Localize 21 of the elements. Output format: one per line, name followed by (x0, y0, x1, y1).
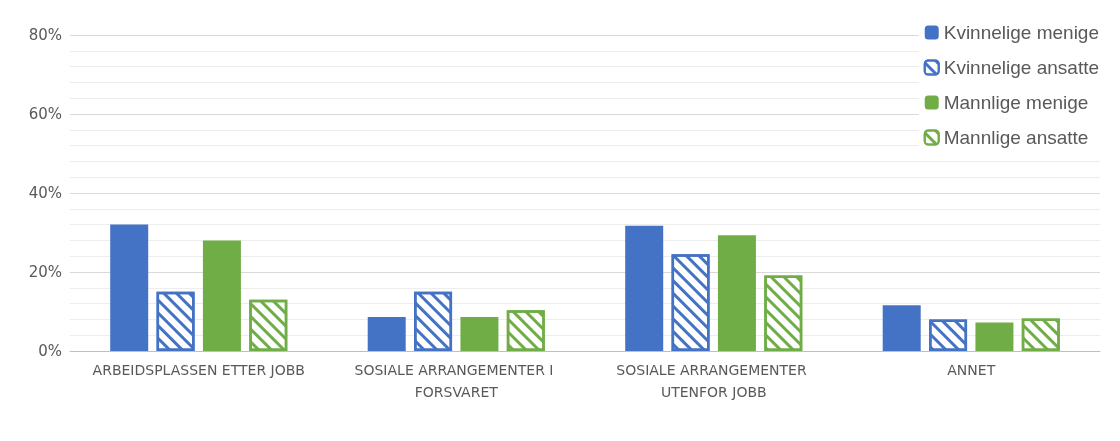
x-tick-label: ANNET (947, 362, 996, 378)
y-tick-label: 40% (28, 184, 62, 202)
bar (367, 317, 406, 351)
x-tick-label: SOSIALE ARRANGEMENTER UTENFOR JOBB (616, 362, 812, 400)
legend-label: Mannlige ansatte (943, 127, 1089, 148)
y-tick-label: 20% (28, 263, 62, 281)
legend-label: Kvinnelige menige (943, 22, 1099, 43)
x-tick-label: ARBEIDSPLASSEN ETTER JOBB (92, 362, 305, 378)
bar (460, 317, 499, 351)
x-tick-label: SOSIALE ARRANGEMENTER I FORSVARET (354, 362, 558, 400)
bar (202, 240, 241, 351)
bar (717, 235, 756, 351)
bar (975, 322, 1014, 351)
y-tick-label: 0% (38, 342, 62, 360)
y-tick-label: 80% (28, 26, 62, 44)
legend-label: Mannlige menige (943, 92, 1089, 113)
bar (625, 225, 664, 351)
legend-label: Kvinnelige ansatte (943, 57, 1100, 78)
bar (110, 224, 149, 351)
y-tick-label: 60% (28, 105, 62, 123)
bar (882, 305, 921, 351)
